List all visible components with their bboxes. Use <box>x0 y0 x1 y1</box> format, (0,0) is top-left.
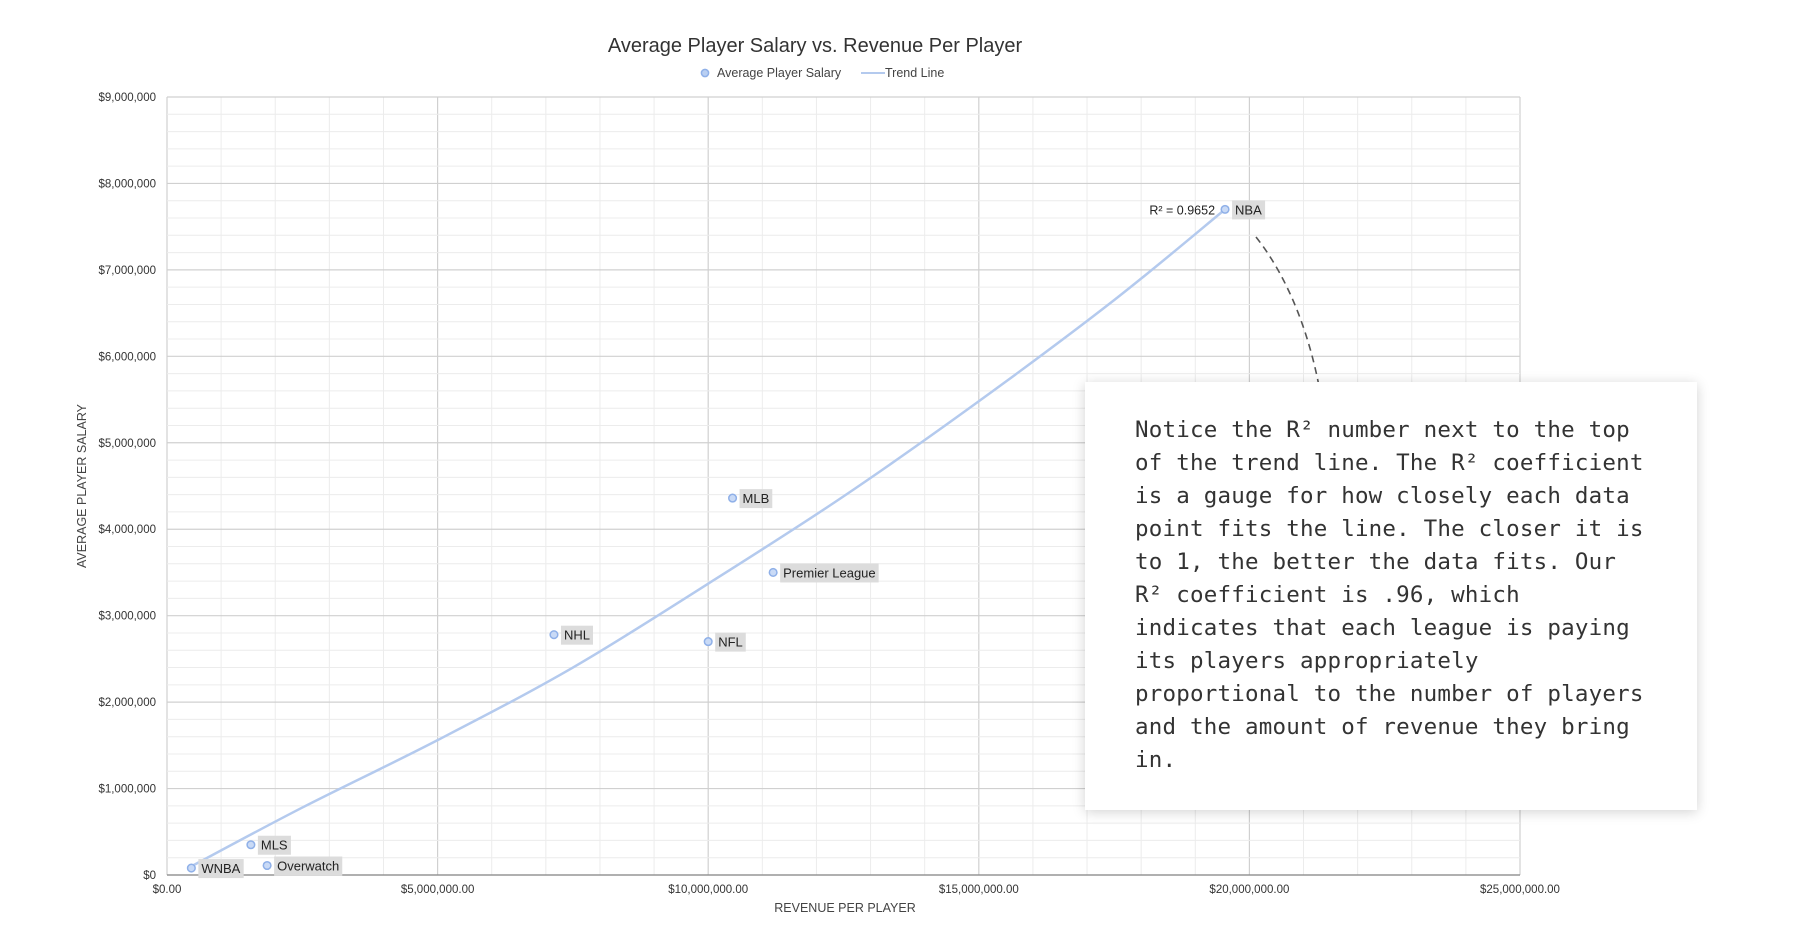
y-axis-ticks: $0 $1,000,000 $2,000,000 $3,000,000 $4,000,0… <box>98 92 156 882</box>
chart-title: Average Player Salary vs. Revenue Per Pl… <box>608 35 1023 57</box>
point-wnba: WNBA <box>186 859 244 879</box>
point-marker <box>262 860 272 871</box>
y-axis-title: AVERAGE PLAYER SALARY <box>75 403 89 568</box>
data-points: WNBA MLS Overwatch NHL NFL MLB Premier League N… <box>186 200 1266 879</box>
x-axis-ticks: $0.00 $5,000,000.00 $10,000,000.00 $15,000,… <box>153 884 1560 896</box>
point-label-bg <box>560 625 593 645</box>
y-tick-label: $0 <box>143 870 156 882</box>
y-tick-label: $9,000,000 <box>98 92 156 104</box>
y-tick-label: $7,000,000 <box>98 265 156 277</box>
point-nhl: NHL <box>549 625 593 645</box>
y-tick-label: $1,000,000 <box>98 784 156 796</box>
point-label: NBA <box>1235 202 1262 217</box>
y-tick-label: $2,000,000 <box>98 697 156 709</box>
point-marker <box>549 630 559 640</box>
r-squared-annotation: R² = 0.9652 <box>1149 203 1215 217</box>
point-mls: MLS <box>246 835 291 855</box>
y-tick-label: $8,000,000 <box>98 178 156 190</box>
point-label-bg <box>198 859 244 879</box>
point-nfl: NFL <box>703 632 746 652</box>
point-overwatch: Overwatch <box>262 856 343 876</box>
legend-label-trend: Trend Line <box>885 66 944 80</box>
point-nba: NBA <box>1220 200 1266 220</box>
legend-label-points: Average Player Salary <box>717 66 842 80</box>
callout-pointer-arrow <box>1255 236 1323 404</box>
point-label: MLS <box>261 838 288 853</box>
x-tick-label: $5,000,000.00 <box>401 884 475 896</box>
point-marker <box>703 637 713 647</box>
point-label: NHL <box>564 628 590 643</box>
point-marker <box>768 567 778 577</box>
point-marker <box>186 863 196 873</box>
point-label-bg <box>257 835 291 855</box>
callout-text: Notice the R² number next to the top of … <box>1135 417 1644 773</box>
y-tick-label: $6,000,000 <box>98 351 156 363</box>
x-tick-label: $20,000,000.00 <box>1209 884 1289 896</box>
point-label: Premier League <box>783 565 876 580</box>
x-tick-label: $10,000,000.00 <box>668 884 748 896</box>
x-tick-label: $15,000,000.00 <box>939 884 1019 896</box>
legend: Average Player Salary Trend Line <box>700 66 944 80</box>
point-premier-league: Premier League <box>768 563 879 583</box>
point-mlb: MLB <box>728 489 773 509</box>
annotation-callout: Notice the R² number next to the top of … <box>1085 382 1697 810</box>
x-tick-label: $0.00 <box>153 884 182 896</box>
legend-marker-points <box>700 68 710 78</box>
point-label-bg <box>715 632 746 652</box>
point-label-bg <box>274 856 343 876</box>
y-tick-label: $4,000,000 <box>98 524 156 536</box>
point-label: WNBA <box>201 861 240 876</box>
point-label-bg <box>780 563 879 583</box>
point-label: NFL <box>718 635 743 650</box>
y-tick-label: $5,000,000 <box>98 438 156 450</box>
y-tick-label: $3,000,000 <box>98 611 156 623</box>
point-marker <box>246 840 256 850</box>
point-label: Overwatch <box>277 858 339 873</box>
trend-line <box>190 208 1226 868</box>
point-label-bg <box>1232 200 1266 220</box>
point-marker <box>728 493 738 503</box>
point-label: MLB <box>743 491 770 506</box>
x-axis-title: REVENUE PER PLAYER <box>774 901 915 915</box>
x-tick-label: $25,000,000.00 <box>1480 884 1560 896</box>
point-label-bg <box>739 489 773 509</box>
point-marker <box>1220 204 1230 214</box>
